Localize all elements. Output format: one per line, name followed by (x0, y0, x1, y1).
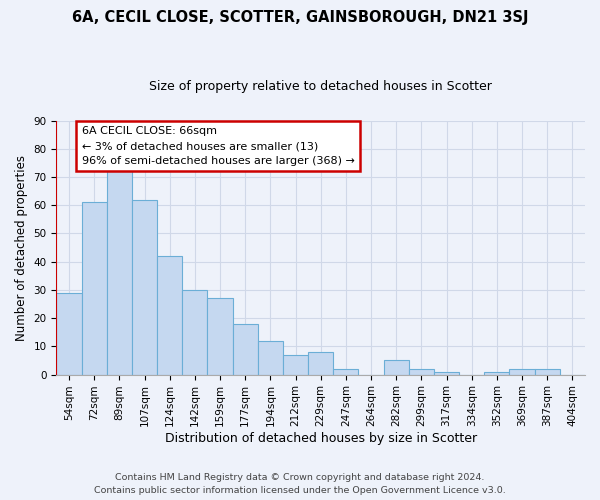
Bar (157, 256, 182, 374)
Bar (308, 352, 333, 374)
Bar (535, 369, 560, 374)
Bar (484, 372, 509, 374)
Bar (56, 292, 82, 374)
Bar (233, 324, 258, 374)
Bar (509, 369, 535, 374)
Bar (182, 290, 208, 374)
Bar (107, 163, 132, 374)
Bar (283, 355, 308, 374)
X-axis label: Distribution of detached houses by size in Scotter: Distribution of detached houses by size … (164, 432, 477, 445)
Bar (258, 340, 283, 374)
Text: 6A, CECIL CLOSE, SCOTTER, GAINSBOROUGH, DN21 3SJ: 6A, CECIL CLOSE, SCOTTER, GAINSBOROUGH, … (72, 10, 528, 25)
Y-axis label: Number of detached properties: Number of detached properties (15, 154, 28, 340)
Bar (434, 372, 459, 374)
Bar (208, 298, 233, 374)
Bar (132, 200, 157, 374)
Bar (383, 360, 409, 374)
Bar (333, 369, 358, 374)
Text: 6A CECIL CLOSE: 66sqm
← 3% of detached houses are smaller (13)
96% of semi-detac: 6A CECIL CLOSE: 66sqm ← 3% of detached h… (82, 126, 355, 166)
Title: Size of property relative to detached houses in Scotter: Size of property relative to detached ho… (149, 80, 492, 93)
Bar (82, 202, 107, 374)
Text: Contains HM Land Registry data © Crown copyright and database right 2024.
Contai: Contains HM Land Registry data © Crown c… (94, 474, 506, 495)
Bar (409, 369, 434, 374)
